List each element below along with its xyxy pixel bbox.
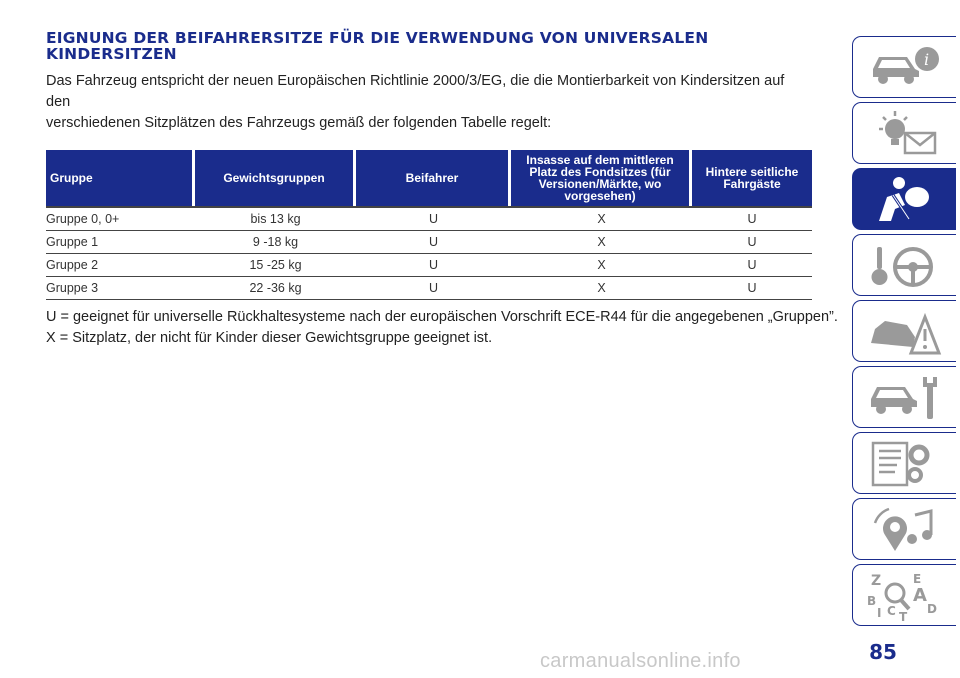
svg-text:I: I bbox=[877, 606, 881, 620]
tab-warning-lights[interactable] bbox=[852, 102, 956, 164]
tab-car-info[interactable]: i bbox=[852, 36, 956, 98]
header-middle-rear: Insasse auf dem mittleren Platz des Fond… bbox=[511, 150, 692, 206]
section-title: EIGNUNG DER BEIFAHRERSITZE FÜR DIE VERWE… bbox=[46, 30, 812, 62]
table-row: Gruppe 2 15 -25 kg U X U bbox=[46, 254, 812, 277]
intro-line-2: verschiedenen Sitzplätzen des Fahrzeugs … bbox=[46, 115, 552, 131]
intro-line-1: Das Fahrzeug entspricht der neuen Europä… bbox=[46, 73, 785, 110]
watermark: carmanualsonline.info bbox=[540, 650, 741, 672]
cell-weight: bis 13 kg bbox=[195, 206, 356, 231]
cell-gruppe: Gruppe 2 bbox=[46, 254, 195, 277]
table-header-row: Gruppe Gewichtsgruppen Beifahrer Insasse… bbox=[46, 150, 812, 206]
cell-passenger: U bbox=[356, 231, 511, 254]
page-number: 85 bbox=[869, 640, 897, 664]
tab-multimedia[interactable] bbox=[852, 498, 956, 560]
tab-index[interactable]: Z E B A D C T I bbox=[852, 564, 956, 626]
cell-passenger: U bbox=[356, 277, 511, 300]
header-gewichtsgruppen: Gewichtsgruppen bbox=[195, 150, 356, 206]
svg-text:C: C bbox=[887, 604, 896, 618]
cell-middle-rear: X bbox=[511, 206, 692, 231]
header-gruppe: Gruppe bbox=[46, 150, 195, 206]
intro-paragraph: Das Fahrzeug entspricht der neuen Europä… bbox=[46, 71, 812, 134]
cell-weight: 22 -36 kg bbox=[195, 277, 356, 300]
svg-text:Z: Z bbox=[871, 573, 881, 589]
svg-text:E: E bbox=[913, 572, 921, 586]
multimedia-icon bbox=[873, 507, 933, 551]
table-row: Gruppe 3 22 -36 kg U X U bbox=[46, 277, 812, 300]
tab-technical-data[interactable] bbox=[852, 432, 956, 494]
cell-rear-side: U bbox=[692, 277, 812, 300]
cell-gruppe: Gruppe 3 bbox=[46, 277, 195, 300]
cell-weight: 15 -25 kg bbox=[195, 254, 356, 277]
index-icon: Z E B A D C T I bbox=[867, 572, 937, 621]
svg-text:B: B bbox=[867, 594, 876, 608]
svg-text:D: D bbox=[927, 602, 937, 616]
title-line-1: EIGNUNG DER BEIFAHRERSITZE FÜR DIE VERWE… bbox=[46, 29, 709, 47]
starting-driving-icon bbox=[871, 247, 933, 287]
cell-middle-rear: X bbox=[511, 277, 692, 300]
cell-weight: 9 -18 kg bbox=[195, 231, 356, 254]
header-beifahrer: Beifahrer bbox=[356, 150, 511, 206]
car-info-icon: i bbox=[873, 47, 939, 84]
title-line-2: KINDERSITZEN bbox=[46, 45, 177, 63]
legend-x: X = Sitzplatz, der nicht für Kinder dies… bbox=[46, 330, 493, 346]
tab-starting-driving[interactable] bbox=[852, 234, 956, 296]
cell-middle-rear: X bbox=[511, 254, 692, 277]
technical-data-icon bbox=[871, 441, 930, 487]
tab-safety[interactable] bbox=[852, 168, 956, 230]
cell-rear-side: U bbox=[692, 231, 812, 254]
svg-text:i: i bbox=[924, 50, 929, 69]
svg-text:A: A bbox=[913, 585, 927, 606]
header-rear-side: Hintere seitliche Fahrgäste bbox=[692, 150, 812, 206]
table-row: Gruppe 1 9 -18 kg U X U bbox=[46, 231, 812, 254]
emergency-icon bbox=[871, 312, 942, 355]
cell-gruppe: Gruppe 0, 0+ bbox=[46, 206, 195, 231]
child-seat-table: Gruppe Gewichtsgruppen Beifahrer Insasse… bbox=[46, 150, 812, 300]
tab-maintenance[interactable] bbox=[852, 366, 956, 428]
safety-airbag-icon bbox=[879, 177, 929, 221]
cell-passenger: U bbox=[356, 206, 511, 231]
cell-middle-rear: X bbox=[511, 231, 692, 254]
table-legend: U = geeignet für universelle Rückhaltesy… bbox=[46, 307, 838, 349]
legend-u: U = geeignet für universelle Rückhaltesy… bbox=[46, 309, 838, 325]
maintenance-icon bbox=[871, 377, 937, 419]
tab-emergency[interactable] bbox=[852, 300, 956, 362]
cell-rear-side: U bbox=[692, 206, 812, 231]
svg-text:T: T bbox=[899, 610, 908, 621]
page-content: EIGNUNG DER BEIFAHRERSITZE FÜR DIE VERWE… bbox=[46, 30, 838, 349]
cell-rear-side: U bbox=[692, 254, 812, 277]
cell-passenger: U bbox=[356, 254, 511, 277]
table-row: Gruppe 0, 0+ bis 13 kg U X U bbox=[46, 206, 812, 231]
cell-gruppe: Gruppe 1 bbox=[46, 231, 195, 254]
warning-lights-icon bbox=[879, 111, 937, 155]
chapter-sidebar: i bbox=[852, 36, 960, 630]
